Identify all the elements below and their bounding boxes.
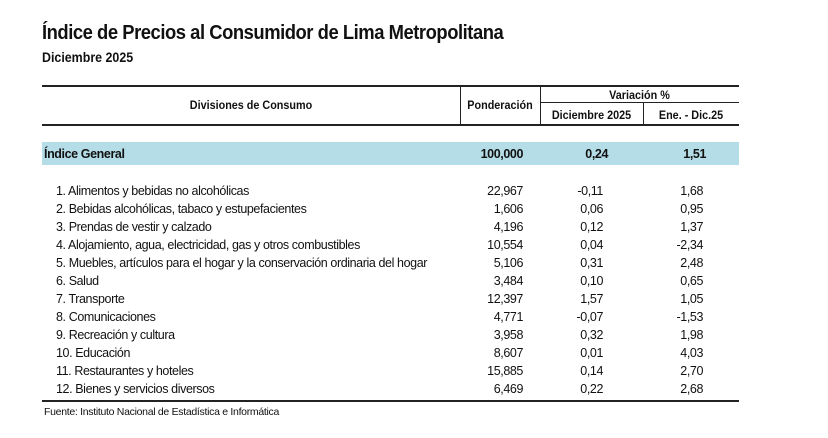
table-row: 8. Comunicaciones 4,771 -0,07 -1,53 bbox=[0, 310, 828, 328]
table-row: 3. Prendas de vestir y calzado 4,196 0,12 1… bbox=[0, 220, 828, 238]
row-ytd: 2,48 bbox=[680, 256, 703, 270]
row-month: 0,10 bbox=[580, 274, 603, 288]
col-divider bbox=[540, 86, 541, 125]
table-row: 7. Transporte 12,397 1,57 1,05 bbox=[0, 292, 828, 310]
row-ytd: 1,98 bbox=[680, 328, 703, 342]
row-label: Índice General bbox=[44, 147, 125, 161]
variation-rule bbox=[540, 102, 739, 103]
general-row: Índice General 100,000 0,24 1,51 bbox=[0, 147, 828, 165]
row-ytd: 1,68 bbox=[680, 184, 703, 198]
table-row: 9. Recreación y cultura 3,958 0,32 1,98 bbox=[0, 328, 828, 346]
row-month: -0,07 bbox=[576, 310, 604, 324]
header-ytd: Ene. - Dic.25 bbox=[658, 108, 724, 122]
row-label: 11. Restaurantes y hoteles bbox=[56, 364, 194, 378]
table-row: 12. Bienes y servicios diversos 6,469 0,22… bbox=[0, 382, 828, 400]
row-weight: 3,484 bbox=[493, 274, 524, 288]
row-ytd: -1,53 bbox=[676, 310, 704, 324]
row-ytd: 1,51 bbox=[683, 147, 706, 161]
row-ytd: -2,34 bbox=[676, 238, 704, 252]
table-row: 10. Educación 8,607 0,01 4,03 bbox=[0, 346, 828, 364]
row-ytd: 2,68 bbox=[680, 382, 703, 396]
row-label: 9. Recreación y cultura bbox=[56, 328, 175, 342]
row-weight: 8,607 bbox=[493, 346, 524, 360]
row-label: 3. Prendas de vestir y calzado bbox=[56, 220, 212, 234]
row-month: 0,01 bbox=[580, 346, 603, 360]
row-weight: 4,771 bbox=[493, 310, 524, 324]
row-label: 7. Transporte bbox=[56, 292, 125, 306]
row-month: 1,57 bbox=[580, 292, 603, 306]
source-note: Fuente: Instituto Nacional de Estadístic… bbox=[44, 406, 280, 418]
row-weight: 3,958 bbox=[493, 328, 524, 342]
page-subtitle: Diciembre 2025 bbox=[42, 50, 134, 65]
row-weight: 15,885 bbox=[487, 364, 523, 378]
row-label: 4. Alojamiento, agua, electricidad, gas … bbox=[56, 238, 360, 252]
row-weight: 12,397 bbox=[487, 292, 523, 306]
col-divider bbox=[643, 103, 644, 125]
row-month: 0,31 bbox=[580, 256, 603, 270]
col-divider bbox=[460, 86, 461, 125]
row-label: 10. Educación bbox=[56, 346, 131, 360]
row-label: 2. Bebidas alcohólicas, tabaco y estupef… bbox=[56, 202, 307, 216]
row-ytd: 0,95 bbox=[680, 202, 703, 216]
table-top-rule bbox=[42, 85, 739, 87]
table-row: 4. Alojamiento, agua, electricidad, gas … bbox=[0, 238, 828, 256]
row-month: 0,04 bbox=[580, 238, 603, 252]
row-ytd: 4,03 bbox=[680, 346, 703, 360]
row-label: 8. Comunicaciones bbox=[56, 310, 156, 324]
row-label: 12. Bienes y servicios diversos bbox=[56, 382, 215, 396]
row-weight: 10,554 bbox=[487, 238, 523, 252]
row-ytd: 0,65 bbox=[680, 274, 703, 288]
row-label: 6. Salud bbox=[56, 274, 99, 288]
table-row: 6. Salud 3,484 0,10 0,65 bbox=[0, 274, 828, 292]
row-month: 0,22 bbox=[580, 382, 603, 396]
row-ytd: 1,05 bbox=[680, 292, 703, 306]
table-bottom-rule bbox=[42, 400, 739, 402]
row-month: 0,14 bbox=[580, 364, 603, 378]
table-row: 2. Bebidas alcohólicas, tabaco y estupef… bbox=[0, 202, 828, 220]
table-row: 11. Restaurantes y hoteles 15,885 0,14 2,70 bbox=[0, 364, 828, 382]
table-row: 1. Alimentos y bebidas no alcohólicas 22,… bbox=[0, 184, 828, 202]
row-weight: 1,606 bbox=[493, 202, 524, 216]
row-label: 1. Alimentos y bebidas no alcohólicas bbox=[56, 184, 249, 198]
row-weight: 6,469 bbox=[493, 382, 524, 396]
table-row: 5. Muebles, artículos para el hogar y la… bbox=[0, 256, 828, 274]
row-weight: 5,106 bbox=[493, 256, 524, 270]
header-bottom-rule bbox=[42, 124, 739, 126]
row-month: 0,06 bbox=[580, 202, 603, 216]
row-month: 0,32 bbox=[580, 328, 603, 342]
row-ytd: 1,37 bbox=[680, 220, 703, 234]
header-month: Diciembre 2025 bbox=[551, 108, 632, 122]
row-weight: 22,967 bbox=[487, 184, 523, 198]
row-weight: 4,196 bbox=[493, 220, 524, 234]
general-band bbox=[42, 142, 739, 165]
header-division: Divisiones de Consumo bbox=[189, 98, 313, 112]
page-title: Índice de Precios al Consumidor de Lima … bbox=[42, 22, 504, 44]
row-label: 5. Muebles, artículos para el hogar y la… bbox=[56, 256, 428, 270]
row-weight: 100,000 bbox=[480, 147, 524, 161]
row-month: 0,12 bbox=[580, 220, 603, 234]
row-month: -0,11 bbox=[577, 184, 603, 198]
row-ytd: 2,70 bbox=[680, 364, 703, 378]
header-variation: Variación % bbox=[609, 88, 670, 102]
header-weight: Ponderación bbox=[467, 98, 533, 112]
row-month: 0,24 bbox=[585, 147, 608, 161]
